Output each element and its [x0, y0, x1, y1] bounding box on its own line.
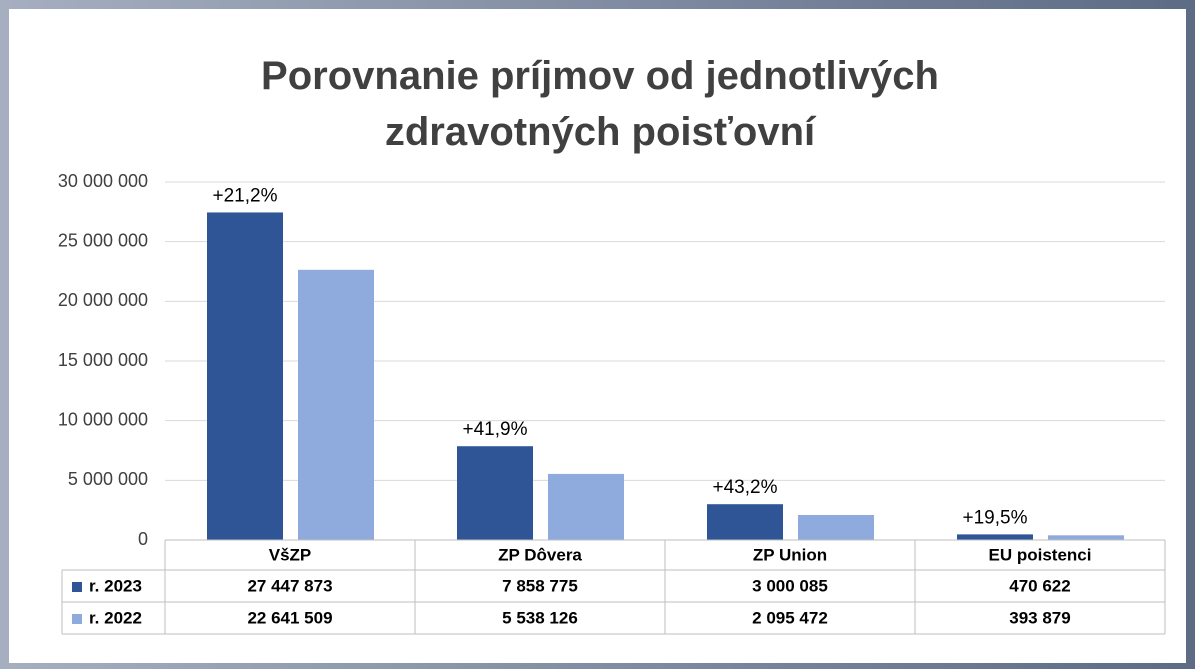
bar — [707, 504, 783, 540]
x-tick-label: EU poistenci — [989, 545, 1092, 564]
bar — [548, 473, 624, 540]
x-tick-label: ZP Union — [753, 545, 827, 564]
table-value: 470 622 — [1009, 576, 1070, 595]
bar — [457, 446, 533, 540]
bar — [298, 269, 374, 540]
annotation: +43,2% — [713, 477, 778, 498]
y-tick-label: 0 — [138, 529, 148, 549]
annotation: +41,9% — [463, 419, 528, 440]
chart-title: Porovnanie príjmov od jednotlivých zdrav… — [261, 54, 939, 154]
legend-swatch — [72, 582, 82, 592]
bar — [207, 212, 283, 540]
table-value: 3 000 085 — [752, 576, 828, 595]
table-value: 22 641 509 — [247, 608, 332, 627]
legend-label: r. 2022 — [89, 608, 142, 627]
y-tick-label: 25 000 000 — [58, 230, 148, 250]
bar — [798, 514, 874, 540]
y-tick-label: 10 000 000 — [58, 409, 148, 429]
bar — [957, 534, 1033, 540]
chart-area — [9, 9, 1186, 663]
x-tick-label: ZP Dôvera — [498, 545, 582, 564]
legend-label: r. 2023 — [89, 576, 142, 595]
y-tick-label: 5 000 000 — [68, 469, 148, 489]
table-value: 393 879 — [1009, 608, 1070, 627]
annotation: +21,2% — [213, 185, 278, 206]
table-value: 27 447 873 — [247, 576, 332, 595]
bar — [1048, 535, 1124, 540]
y-tick-label: 30 000 000 — [58, 171, 148, 191]
x-tick-label: VšZP — [269, 545, 312, 564]
table-value: 7 858 775 — [502, 576, 578, 595]
y-tick-label: 15 000 000 — [58, 350, 148, 370]
y-tick-label: 20 000 000 — [58, 290, 148, 310]
legend-swatch — [72, 614, 82, 624]
annotation: +19,5% — [963, 507, 1028, 528]
table-value: 2 095 472 — [752, 608, 828, 627]
table-value: 5 538 126 — [502, 608, 578, 627]
